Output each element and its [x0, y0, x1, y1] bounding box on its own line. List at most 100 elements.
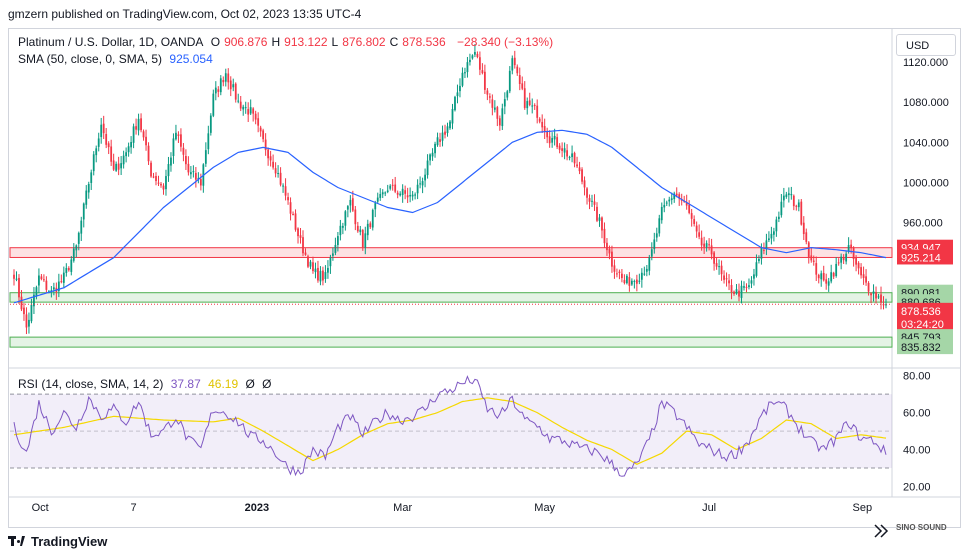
candle-body	[165, 176, 167, 190]
candle-body	[660, 206, 663, 221]
candle-body	[755, 262, 758, 276]
candle-body	[765, 240, 768, 250]
candle-body	[558, 145, 561, 150]
candle-body	[743, 286, 745, 288]
candle-body	[18, 277, 20, 298]
candle-body	[28, 319, 30, 327]
candle-body	[466, 62, 469, 73]
candle-body	[431, 152, 434, 157]
candle-body	[421, 181, 424, 186]
candle-body	[185, 156, 187, 165]
candle-body	[770, 233, 773, 239]
candle-body	[411, 194, 414, 197]
scroll-to-latest-icon[interactable]	[872, 522, 890, 540]
candle-body	[635, 279, 638, 284]
candle-body	[760, 248, 763, 259]
candle-body	[77, 232, 80, 244]
candle-body	[67, 268, 70, 271]
candle-body	[483, 71, 486, 90]
candle-body	[142, 131, 145, 138]
price-tick-label: 1120.000	[903, 57, 948, 69]
candle-body	[274, 168, 277, 174]
candle-body	[451, 108, 454, 124]
time-tick-label: Mar	[393, 502, 412, 514]
candle-body	[785, 194, 788, 197]
candle-body	[750, 280, 753, 284]
candle-body	[640, 272, 643, 280]
candle-body	[688, 204, 691, 213]
candle-body	[199, 179, 202, 186]
candle-body	[643, 273, 646, 275]
candle-body	[72, 248, 75, 261]
open-value: 906.876	[224, 35, 268, 49]
currency-button[interactable]: USD	[896, 34, 956, 56]
watermark: SINO SOUND	[896, 523, 947, 532]
tradingview-logo-icon	[8, 535, 26, 547]
close-label: C	[389, 35, 399, 49]
candle-body	[180, 134, 182, 147]
candle-body	[70, 259, 73, 272]
candle-body	[369, 223, 372, 228]
candle-body	[508, 70, 511, 92]
candle-body	[147, 145, 150, 162]
candle-body	[698, 232, 701, 237]
candle-body	[807, 242, 810, 258]
candle-body	[551, 138, 554, 143]
candle-body	[92, 154, 95, 172]
low-label: L	[331, 35, 339, 49]
candle-body	[611, 251, 613, 267]
candle-body	[354, 209, 357, 225]
candle-body	[493, 107, 496, 110]
candle-body	[404, 190, 407, 194]
candle-body	[33, 294, 35, 307]
candle-body	[361, 230, 364, 248]
time-tick-label: 2023	[245, 502, 269, 514]
candle-body	[177, 134, 180, 136]
candle-body	[568, 156, 571, 158]
candle-body	[160, 183, 162, 186]
candle-body	[257, 118, 260, 126]
candle-body	[842, 257, 845, 261]
rsi-value: 37.87	[170, 377, 201, 391]
candle-body	[578, 167, 581, 172]
candle-body	[685, 202, 688, 206]
candle-body	[401, 188, 404, 196]
candle-body	[546, 131, 549, 138]
zone-support-upper	[9, 292, 893, 303]
candle-body	[596, 206, 598, 221]
sma-value: 925.054	[169, 52, 213, 66]
candle-body	[130, 142, 132, 148]
candle-body	[733, 291, 735, 294]
candle-body	[693, 219, 696, 224]
candle-body	[665, 202, 668, 204]
candle-body	[162, 185, 165, 190]
candle-body	[317, 267, 319, 281]
candle-body	[655, 233, 658, 238]
candle-body	[865, 276, 867, 283]
footer-brand[interactable]: TradingView	[8, 531, 107, 551]
candle-body	[107, 143, 110, 148]
candle-body	[518, 75, 521, 84]
candle-body	[795, 205, 798, 207]
candle-body	[822, 273, 825, 281]
candle-body	[531, 105, 534, 107]
candle-body	[705, 243, 708, 248]
candle-body	[416, 184, 419, 194]
candle-body	[356, 225, 359, 232]
candle-body	[155, 176, 157, 182]
candle-body	[38, 275, 40, 286]
candle-body	[329, 257, 332, 267]
candle-body	[548, 136, 551, 144]
candle-body	[474, 51, 476, 55]
price-badge-label: 878.536	[901, 306, 941, 318]
rsi-legend: RSI (14, close, SMA, 14, 2) 37.87 46.19 …	[18, 377, 276, 391]
candle-body	[606, 242, 608, 251]
candle-body	[234, 83, 237, 100]
candle-body	[668, 199, 671, 202]
candle-body	[528, 100, 531, 106]
candle-body	[145, 136, 147, 146]
candle-body	[870, 293, 872, 296]
candle-body	[588, 198, 591, 202]
candle-body	[381, 192, 384, 195]
